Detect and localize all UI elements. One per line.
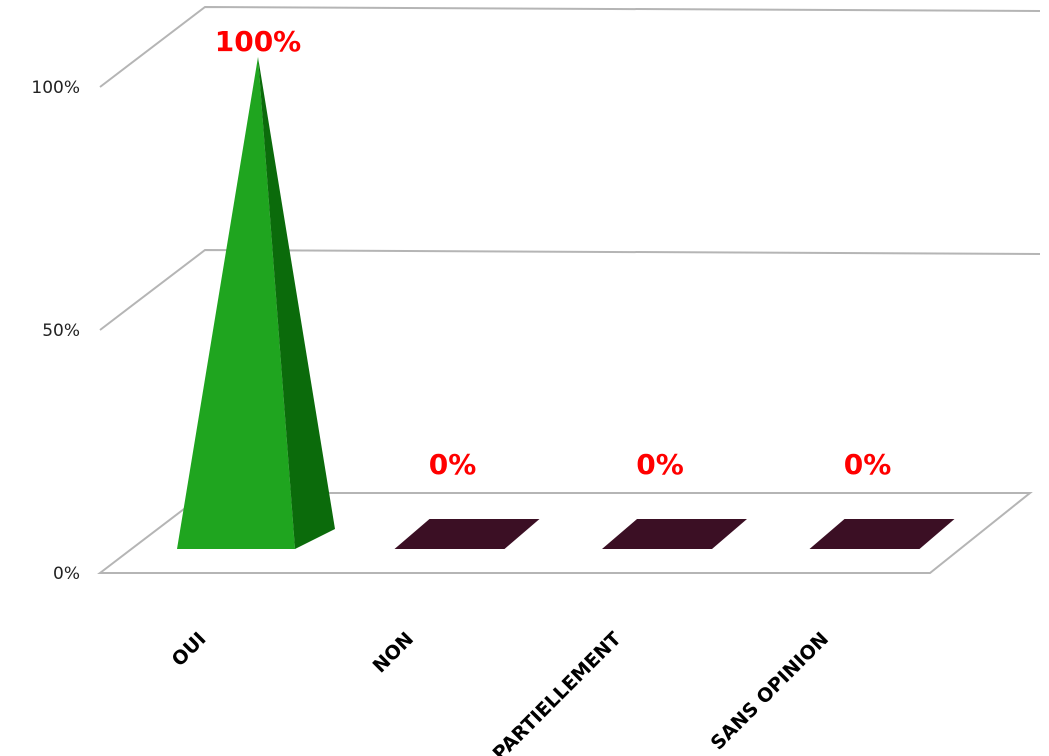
bar-pyramid-front: [177, 57, 295, 549]
category-label: NON: [369, 628, 418, 677]
category-label: SANS OPINION: [707, 628, 833, 754]
category-label: OUI: [168, 628, 211, 671]
y-tick-label: 100%: [31, 78, 80, 98]
category-label: PARTIELLEMENT: [489, 628, 626, 756]
gridline: [99, 248, 1041, 331]
bar-base: [809, 519, 955, 549]
data-label: 0%: [844, 448, 892, 481]
data-label: 100%: [215, 25, 302, 58]
bar-base: [394, 519, 540, 549]
data-label: 0%: [429, 448, 477, 481]
chart-floor: [97, 492, 1033, 574]
y-tick-label: 50%: [42, 321, 80, 341]
y-tick-label: 0%: [53, 564, 80, 584]
bar-pyramid-side: [258, 57, 335, 549]
gridline: [99, 5, 1041, 88]
data-label: 0%: [636, 448, 684, 481]
bar-base: [602, 519, 747, 549]
